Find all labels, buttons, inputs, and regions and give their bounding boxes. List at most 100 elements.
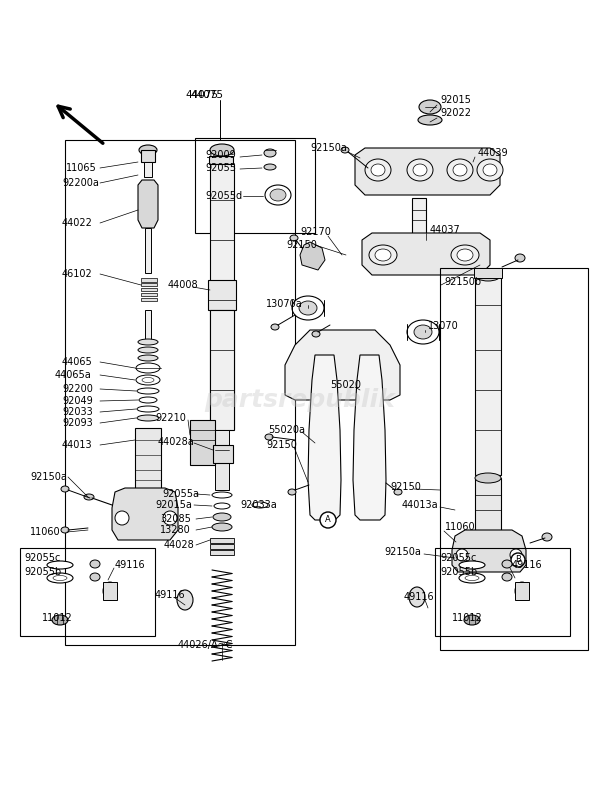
Bar [145,310,151,340]
Ellipse shape [214,503,230,509]
Ellipse shape [290,235,298,241]
Ellipse shape [61,486,69,492]
Ellipse shape [542,533,552,541]
Bar [141,278,157,282]
Ellipse shape [84,494,94,500]
Ellipse shape [502,573,512,581]
Text: 92055b: 92055b [440,567,477,577]
Ellipse shape [502,560,512,568]
Ellipse shape [61,527,69,533]
Text: 92055c: 92055c [24,553,61,563]
Text: 44022: 44022 [62,218,93,228]
Bar [435,548,570,636]
Ellipse shape [139,145,157,155]
Text: 44075: 44075 [190,90,223,100]
Text: 92150a: 92150a [310,143,347,153]
Ellipse shape [515,582,529,600]
Bar [103,582,117,600]
Bar [215,430,229,490]
Bar [141,283,157,286]
Bar [141,293,157,296]
Ellipse shape [53,575,67,580]
Bar [474,268,502,278]
Ellipse shape [138,339,158,345]
Ellipse shape [265,434,273,440]
Bar [210,310,234,430]
Text: 92022: 92022 [440,108,471,118]
Ellipse shape [137,415,159,421]
Ellipse shape [414,325,432,339]
Ellipse shape [371,164,385,176]
Bar [190,420,215,465]
Ellipse shape [299,301,317,315]
Ellipse shape [138,347,158,353]
Ellipse shape [375,249,391,261]
Ellipse shape [265,185,291,205]
Ellipse shape [477,159,503,181]
Text: 92150a: 92150a [30,472,67,482]
Text: 13070: 13070 [428,321,459,331]
Ellipse shape [264,149,276,157]
Text: 44013: 44013 [62,440,92,450]
Ellipse shape [288,489,296,495]
Bar [208,280,236,310]
Text: 92170: 92170 [300,227,331,237]
Bar [141,150,155,162]
Ellipse shape [451,245,479,265]
Ellipse shape [212,492,232,498]
Ellipse shape [409,587,425,607]
Bar [209,156,233,164]
Bar [141,298,157,301]
Ellipse shape [90,560,100,568]
Ellipse shape [447,159,473,181]
Text: 44039: 44039 [478,148,509,158]
Bar [210,544,234,549]
Text: 92200: 92200 [62,384,93,394]
Polygon shape [285,330,400,400]
Text: 55020a: 55020a [268,425,305,435]
Text: B: B [515,556,521,564]
Circle shape [320,512,336,528]
Text: 92210: 92210 [155,413,186,423]
Ellipse shape [47,573,73,583]
Polygon shape [112,488,178,540]
Polygon shape [353,355,386,520]
Circle shape [511,553,525,567]
Text: 92055: 92055 [205,163,236,173]
Polygon shape [452,530,526,572]
Ellipse shape [453,164,467,176]
Bar [145,228,151,273]
Text: partsrepublik: partsrepublik [205,388,395,412]
Ellipse shape [483,164,497,176]
Ellipse shape [365,159,391,181]
Text: 92150: 92150 [286,240,317,250]
Circle shape [456,549,468,561]
Text: 11060: 11060 [30,527,61,537]
Text: 44065a: 44065a [55,370,92,380]
Ellipse shape [465,575,479,580]
Text: 92055c: 92055c [440,553,476,563]
Text: 49116: 49116 [155,590,185,600]
Ellipse shape [264,164,276,170]
Text: 49116: 49116 [404,592,434,602]
Ellipse shape [270,189,286,201]
Text: 32085: 32085 [160,514,191,524]
Ellipse shape [459,573,485,583]
Bar [515,582,529,600]
Ellipse shape [407,320,439,344]
Text: 92150: 92150 [266,440,297,450]
Ellipse shape [136,375,160,385]
Text: 92015: 92015 [440,95,471,105]
Text: 49116: 49116 [512,560,542,570]
Ellipse shape [418,115,442,125]
Text: 44026/A~C: 44026/A~C [178,640,233,650]
Ellipse shape [464,615,480,625]
Ellipse shape [459,561,485,569]
Ellipse shape [475,473,501,483]
Text: 92200a: 92200a [62,178,99,188]
Text: 13280: 13280 [160,525,191,535]
Bar [210,538,234,543]
Text: 44037: 44037 [430,225,461,235]
Bar [141,288,157,291]
Text: 11012: 11012 [452,613,483,623]
